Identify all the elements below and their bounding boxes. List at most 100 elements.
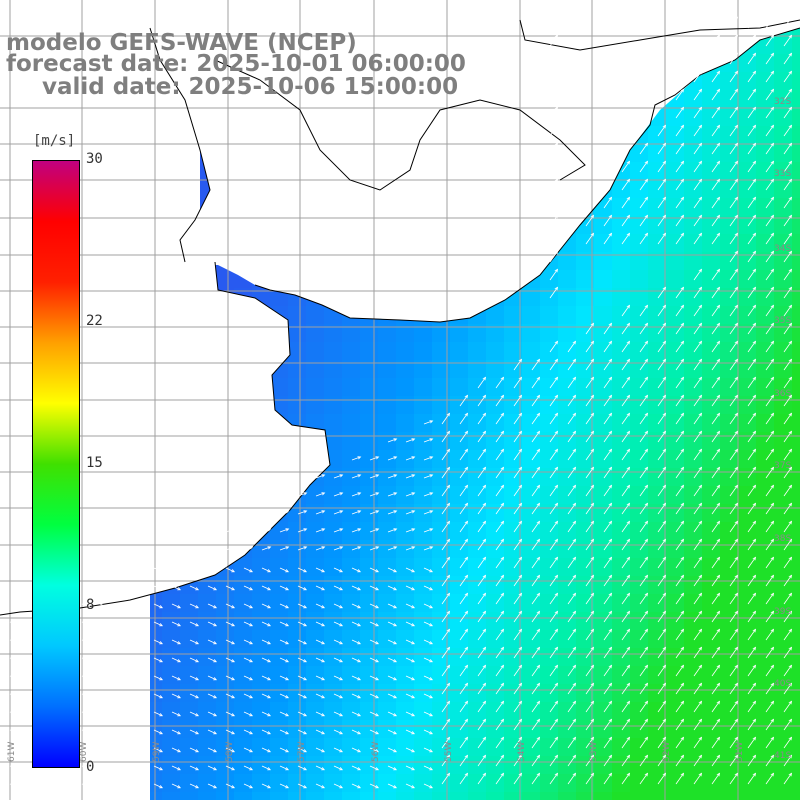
wind-arrow <box>621 754 631 767</box>
wind-speed-cell <box>468 414 487 433</box>
wind-arrow <box>549 556 559 569</box>
wind-arrow <box>603 538 613 551</box>
wind-speed-cell <box>270 540 289 559</box>
wind-arrow <box>495 628 505 641</box>
wind-speed-cell <box>648 270 667 289</box>
wind-speed-cell <box>396 486 415 505</box>
wind-arrow <box>711 466 721 479</box>
wind-arrow <box>261 675 272 681</box>
wind-speed-cell <box>666 540 685 559</box>
wind-speed-cell <box>540 792 559 800</box>
wind-arrow <box>729 538 739 551</box>
wind-arrow <box>9 729 20 735</box>
wind-speed-cell <box>576 792 595 800</box>
wind-arrow <box>387 639 398 645</box>
wind-arrow <box>171 729 182 735</box>
wind-arrow <box>639 358 649 371</box>
wind-arrow <box>711 502 721 515</box>
wind-arrow <box>243 675 254 681</box>
wind-speed-cell <box>414 558 433 577</box>
wind-arrow <box>513 502 523 515</box>
wind-arrow <box>549 0 558 11</box>
wind-speed-cell <box>558 702 577 721</box>
wind-arrow <box>747 124 757 137</box>
wind-arrow <box>693 268 703 281</box>
wind-speed-cell <box>342 468 361 487</box>
wind-arrow <box>459 574 469 587</box>
wind-arrow <box>495 574 505 587</box>
wind-arrow <box>99 657 110 663</box>
wind-arrow <box>459 394 469 407</box>
wind-arrow <box>729 268 739 281</box>
wind-speed-cell <box>540 504 559 523</box>
wind-speed-cell <box>720 504 739 523</box>
wind-arrow <box>549 718 559 731</box>
wind-arrow <box>9 783 20 789</box>
wind-speed-cell <box>540 648 559 667</box>
coastline <box>0 19 800 616</box>
wind-speed-cell <box>216 684 235 703</box>
wind-speed-cell <box>792 306 800 325</box>
wind-arrow <box>549 394 559 407</box>
wind-arrow <box>729 484 739 497</box>
wind-arrow <box>477 610 487 623</box>
wind-speed-cell <box>468 630 487 649</box>
wind-speed-cell <box>252 666 271 685</box>
wind-arrow <box>729 394 739 407</box>
wind-speed-cell <box>594 450 613 469</box>
wind-arrow <box>135 657 146 663</box>
wind-speed-cell <box>540 468 559 487</box>
wind-arrow <box>639 754 649 767</box>
wind-speed-cell <box>558 486 577 505</box>
wind-speed-cell <box>324 594 343 613</box>
wind-arrow <box>639 556 649 569</box>
wind-speed-cell <box>612 756 631 775</box>
wind-arrow <box>477 754 487 767</box>
wind-arrow <box>765 214 775 227</box>
wind-speed-cell <box>468 576 487 595</box>
wind-speed-cell <box>522 342 541 361</box>
wind-speed-cell <box>666 198 685 217</box>
wind-speed-cell <box>612 792 631 800</box>
wind-arrow <box>765 286 775 299</box>
wind-arrow <box>315 510 326 515</box>
wind-arrow <box>297 528 308 533</box>
wind-arrow <box>495 376 505 389</box>
wind-speed-cell <box>306 360 325 379</box>
wind-arrow <box>711 394 721 407</box>
wind-speed-cell <box>558 720 577 739</box>
wind-arrow <box>531 466 541 479</box>
wind-speed-cell <box>342 540 361 559</box>
wind-speed-cell <box>630 342 649 361</box>
wind-arrow <box>297 711 308 717</box>
wind-arrow <box>495 700 505 713</box>
wind-speed-cell <box>666 666 685 685</box>
wind-arrow <box>747 412 757 425</box>
wind-speed-cell <box>558 468 577 487</box>
wind-arrow <box>711 88 721 101</box>
wind-arrow <box>117 657 128 663</box>
wind-speed-cell <box>792 180 800 199</box>
wind-arrow <box>387 585 398 591</box>
wind-speed-cell <box>522 720 541 739</box>
wind-arrow <box>603 700 613 713</box>
wind-speed-cell <box>774 432 793 451</box>
wind-arrow <box>171 765 182 771</box>
wind-arrow <box>189 783 200 789</box>
wind-arrow <box>747 484 757 497</box>
wind-speed-cell <box>558 378 577 397</box>
wind-arrow <box>315 567 326 573</box>
wind-speed-cell <box>630 738 649 757</box>
wind-arrow <box>657 196 667 209</box>
wind-arrow <box>225 693 236 699</box>
wind-speed-cell <box>486 666 505 685</box>
wind-arrow <box>549 160 559 173</box>
wind-arrow <box>315 765 326 771</box>
wind-arrow <box>747 718 757 731</box>
wind-arrow <box>585 358 595 371</box>
wind-speed-cell <box>702 90 721 109</box>
wind-arrow <box>639 610 649 623</box>
wind-arrow <box>639 142 649 155</box>
wind-arrow <box>747 736 757 749</box>
wind-speed-cell <box>594 306 613 325</box>
